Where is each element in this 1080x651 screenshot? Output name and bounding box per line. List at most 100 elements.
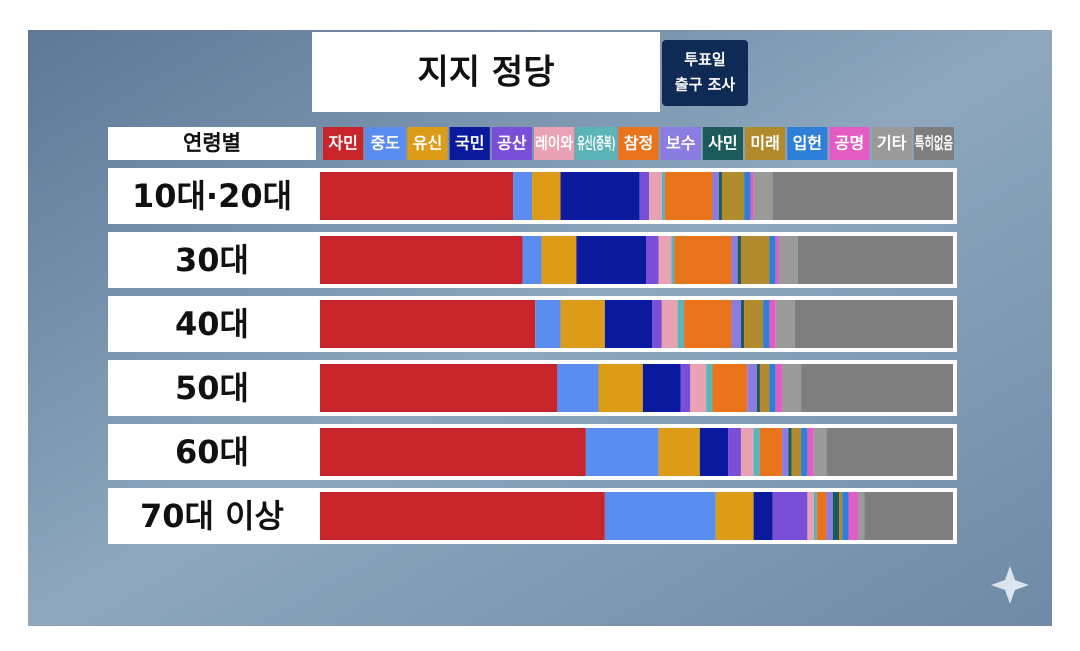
bar-segment	[522, 236, 542, 284]
legend-label: 미래	[750, 134, 779, 153]
legend-label: 입헌	[793, 134, 822, 153]
row-label-box	[108, 232, 316, 288]
bar-segment	[801, 364, 953, 412]
bar-segment	[753, 428, 760, 476]
bar-segment	[320, 364, 558, 412]
bar-segment	[801, 428, 808, 476]
bar-segment	[807, 428, 814, 476]
legend-label: 특히없음	[915, 134, 953, 153]
badge-text: 출구 조사	[675, 76, 736, 94]
bar-segment	[683, 300, 732, 348]
legend-swatch	[407, 127, 448, 160]
bar-segment	[848, 492, 859, 540]
legend-label: 유신	[413, 134, 442, 153]
bar-segment	[541, 236, 577, 284]
legend-label: 보수	[666, 134, 696, 153]
bar-segment	[652, 300, 662, 348]
y-tick-label: 70대 이상	[140, 497, 284, 535]
bar-segment	[715, 492, 754, 540]
bar-segment	[721, 172, 745, 220]
bar-segment	[658, 428, 700, 476]
legend-label: 자민	[328, 134, 357, 153]
legend-swatch	[323, 127, 364, 160]
legend-swatch	[745, 127, 786, 160]
bar-segment	[740, 236, 770, 284]
bar-segment	[769, 300, 776, 348]
bar-segment	[775, 300, 795, 348]
bar-segment	[560, 172, 640, 220]
bar-segment	[557, 364, 599, 412]
bar-segment	[706, 364, 713, 412]
bar-segment	[807, 492, 814, 540]
legend-label: 국민	[455, 134, 484, 153]
badge-text: 투표일	[684, 51, 725, 69]
bar-segment	[763, 300, 770, 348]
legend-swatch	[491, 127, 532, 160]
category-header: 연령별	[183, 131, 241, 155]
bar-segment	[826, 492, 833, 540]
bar-segment	[778, 236, 798, 284]
y-tick-label: 50대	[175, 369, 249, 407]
chart-title: 지지 정당	[418, 53, 555, 93]
bar-segment	[604, 300, 653, 348]
legend-swatch	[660, 127, 701, 160]
legend-swatch	[365, 127, 406, 160]
bar-segment	[718, 172, 722, 220]
bar-segment	[744, 172, 751, 220]
bar-segment	[813, 492, 817, 540]
bar-segment	[649, 172, 662, 220]
bar-segment	[744, 300, 764, 348]
bar-segment	[671, 236, 675, 284]
y-tick-label: 30대	[175, 241, 249, 279]
bar-segment	[753, 492, 773, 540]
bar-segment	[747, 364, 757, 412]
y-tick-label: 10대·20대	[132, 177, 292, 215]
bar-segment	[740, 428, 754, 476]
legend-swatch	[534, 127, 575, 160]
bar-segment	[759, 364, 770, 412]
header-box	[108, 127, 316, 160]
bar-segment	[775, 364, 783, 412]
bar-segment	[782, 364, 802, 412]
bar-segment	[740, 300, 745, 348]
legend-label: 중도	[371, 134, 401, 153]
row-label-box	[108, 360, 316, 416]
legend-swatch	[829, 127, 870, 160]
legend-swatch	[449, 127, 490, 160]
bar-segment	[791, 428, 802, 476]
bar-segment	[731, 236, 738, 284]
sparkle-icon	[991, 566, 1029, 604]
bar-segment	[664, 172, 713, 220]
bar-segment	[816, 492, 827, 540]
legend-label: 기타	[877, 134, 907, 153]
bar-segment	[642, 364, 681, 412]
bar-segment	[674, 236, 732, 284]
y-tick-label: 60대	[175, 433, 249, 471]
legend-swatch	[576, 127, 617, 160]
bar-segment	[645, 236, 659, 284]
bar-segment	[769, 364, 776, 412]
bar-segment	[576, 236, 646, 284]
bar-segment	[680, 364, 691, 412]
legend-label: 참정	[624, 134, 653, 153]
bar-segment	[782, 428, 789, 476]
badge	[662, 40, 748, 106]
legend-label: 레이와	[535, 134, 573, 153]
bar-segment	[690, 364, 707, 412]
legend-swatch	[702, 127, 743, 160]
bar-segment	[753, 172, 773, 220]
bar-segment	[532, 172, 561, 220]
bar-segment	[864, 492, 953, 540]
bar-segment	[598, 364, 643, 412]
bar-segment	[320, 236, 523, 284]
bar-segment	[839, 492, 843, 540]
bar-segment	[320, 428, 586, 476]
bar-segment	[712, 172, 719, 220]
bar-segment	[826, 428, 953, 476]
bar-segment	[699, 428, 729, 476]
bar-segment	[661, 172, 665, 220]
row-label-box	[108, 296, 316, 352]
bar-segment	[712, 364, 748, 412]
bar-segment	[535, 300, 561, 348]
